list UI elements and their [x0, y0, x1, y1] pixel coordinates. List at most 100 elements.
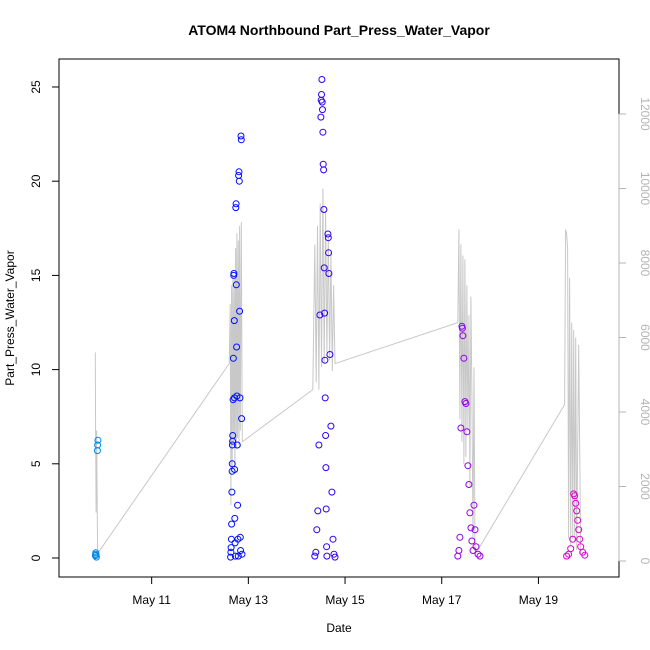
plot-frame — [58, 58, 620, 578]
data-point — [231, 552, 239, 560]
secondary-series-line — [94, 188, 582, 556]
y-tick-label: 5 — [29, 460, 43, 467]
data-point — [462, 400, 470, 407]
data-point — [571, 492, 579, 500]
data-point — [231, 466, 239, 473]
data-point — [94, 436, 102, 444]
data-point — [327, 422, 335, 430]
data-point — [228, 488, 236, 496]
data-point — [313, 526, 321, 534]
data-point — [237, 136, 245, 144]
y-axis-right: 0 2000 4000 6000 8000 10000 12000 — [618, 97, 650, 565]
data-point — [312, 548, 320, 556]
data-point — [320, 206, 328, 213]
data-point — [331, 553, 339, 561]
data-point — [237, 132, 245, 140]
data-point — [228, 460, 236, 468]
data-point — [316, 311, 324, 319]
y2-tick-label: 4000 — [638, 399, 650, 426]
data-point — [232, 200, 240, 208]
x-axis: May 11 May 13 May 15 May 17 May 19 — [132, 576, 559, 607]
data-point — [227, 544, 235, 552]
data-point — [319, 160, 327, 168]
data-point — [235, 177, 243, 185]
y-tick-label: 0 — [29, 554, 43, 561]
data-point — [465, 481, 473, 488]
data-point — [321, 356, 329, 364]
data-point — [238, 415, 246, 423]
data-point — [92, 553, 100, 561]
data-point — [238, 550, 246, 558]
data-point — [315, 441, 323, 449]
x-tick-label: May 11 — [132, 593, 171, 607]
data-point — [233, 441, 241, 449]
data-point — [231, 514, 239, 522]
data-point — [229, 396, 237, 404]
data-point — [229, 354, 237, 362]
data-point — [320, 264, 328, 272]
x-tick-label: May 17 — [422, 593, 462, 607]
data-point — [467, 524, 475, 532]
data-point — [232, 281, 240, 289]
data-point — [459, 332, 467, 340]
data-point — [470, 501, 478, 509]
data-point — [456, 533, 464, 541]
data-point — [232, 204, 240, 212]
data-point — [472, 543, 480, 551]
data-point — [460, 354, 468, 362]
y2-tick-label: 8000 — [638, 250, 650, 277]
data-point — [576, 535, 584, 543]
data-point — [457, 424, 465, 432]
data-point — [229, 432, 237, 439]
data-point — [463, 428, 471, 436]
data-point — [326, 351, 334, 358]
data-point — [464, 462, 472, 470]
data-points — [91, 76, 589, 561]
data-point — [227, 548, 235, 556]
data-point — [92, 549, 100, 557]
data-point — [458, 324, 466, 332]
data-point — [323, 543, 331, 551]
data-point — [329, 535, 337, 543]
data-point — [581, 551, 589, 559]
data-point — [471, 526, 479, 534]
data-point — [323, 552, 331, 560]
data-point — [474, 550, 482, 558]
data-point — [230, 270, 238, 277]
x-tick-label: May 15 — [325, 593, 365, 607]
data-point — [574, 516, 582, 524]
data-point — [322, 505, 330, 513]
data-point — [228, 520, 236, 528]
data-point — [318, 98, 326, 106]
x-tick-label: May 19 — [519, 593, 559, 607]
data-point — [237, 547, 245, 554]
data-point — [317, 113, 325, 121]
data-point — [314, 507, 322, 515]
data-point — [320, 166, 328, 174]
data-point — [227, 553, 235, 561]
data-point — [322, 432, 330, 439]
data-point — [321, 394, 329, 402]
data-point — [227, 535, 235, 543]
data-point — [324, 230, 332, 238]
x-axis-label: Date — [326, 621, 352, 635]
y-axis-label: Part_Press_Water_Vapor — [3, 250, 17, 385]
y2-tick-label: 2000 — [638, 473, 650, 500]
data-point — [325, 249, 333, 257]
data-point — [318, 76, 326, 83]
data-point — [476, 552, 484, 560]
y-tick-label: 25 — [29, 80, 43, 94]
data-point — [575, 526, 583, 534]
data-point — [573, 507, 581, 515]
y-tick-label: 15 — [29, 268, 43, 282]
data-point — [324, 234, 332, 242]
y2-tick-label: 0 — [638, 558, 650, 565]
data-point — [330, 550, 338, 558]
data-point — [319, 106, 326, 114]
data-point — [318, 91, 325, 98]
data-point — [94, 441, 102, 449]
data-point — [454, 552, 462, 560]
data-point — [321, 309, 329, 317]
y-tick-label: 20 — [29, 174, 43, 188]
